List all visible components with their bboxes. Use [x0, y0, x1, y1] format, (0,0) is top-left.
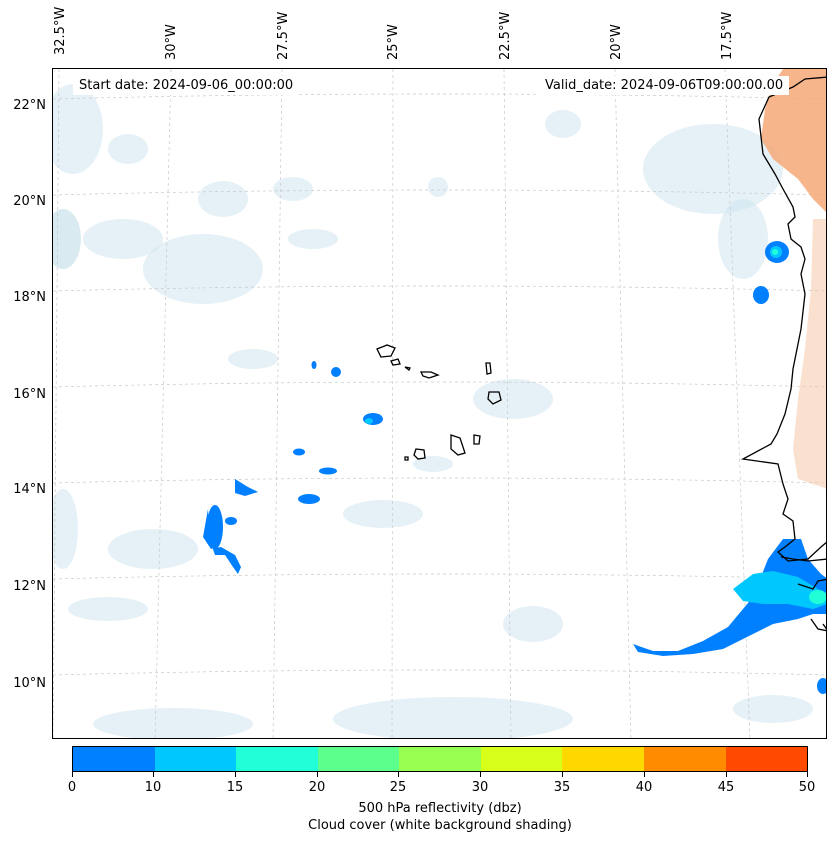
colorbar-tick-50	[807, 772, 808, 777]
colorbar-tick-label-50: 50	[798, 780, 816, 795]
map-canvas	[53, 69, 826, 738]
colorbar-tick-label-20: 20	[308, 780, 326, 795]
colorbar-tick-label-0: 0	[67, 780, 77, 795]
colorbar-tick-label-45: 45	[717, 780, 735, 795]
colorbar-sublabel: Cloud cover (white background shading)	[308, 818, 572, 833]
colorbar-tick-label-35: 35	[553, 780, 571, 795]
colorbar-segment-10-15	[154, 747, 237, 771]
colorbar-tick-0	[72, 772, 73, 777]
colorbar-tick-45	[726, 772, 727, 777]
lon-label-22-5w: 22.5°W	[498, 11, 513, 60]
guinea-bissau-coast	[797, 578, 826, 590]
cabo-verde-santa-luzia	[404, 366, 411, 371]
lat-label-18n: 18°N	[13, 290, 46, 305]
reflectivity-layer	[203, 241, 826, 694]
lon-label-30w: 30°W	[164, 24, 179, 60]
cabo-verde-boa-vista	[487, 391, 502, 405]
cabo-verde-brava	[404, 456, 409, 461]
colorbar-tick-40	[644, 772, 645, 777]
colorbar-tick-label-30: 30	[471, 780, 489, 795]
colorbar-tick-30	[480, 772, 481, 777]
colorbar-segment-40-45	[643, 747, 726, 771]
cloud-cover-layer	[53, 84, 813, 738]
colorbar	[72, 746, 808, 772]
map-panel[interactable]	[52, 68, 827, 739]
lon-label-32-5w: 32.5°W	[53, 6, 68, 55]
colorbar-segment-45-50	[725, 747, 808, 771]
lon-label-17-5w: 17.5°W	[720, 11, 735, 60]
colorbar-tick-label-10: 10	[144, 780, 162, 795]
africa-coastline	[740, 76, 826, 562]
colorbar-tick-35	[562, 772, 563, 777]
colorbar-label: 500 hPa reflectivity (dbz)	[358, 801, 522, 816]
cabo-verde-sal	[485, 362, 492, 375]
colorbar-tick-15	[235, 772, 236, 777]
cabo-verde-santiago	[450, 434, 466, 456]
cabo-verde-fogo	[413, 448, 426, 460]
lon-label-25w: 25°W	[386, 24, 401, 60]
cabo-verde-maio	[473, 434, 481, 445]
valid-date-label: Valid_date: 2024-09-06T09:00:00.00	[539, 76, 790, 95]
lat-label-16n: 16°N	[13, 387, 46, 402]
land-warm-shading-south	[793, 219, 826, 489]
cabo-verde-santo-antao	[376, 344, 396, 358]
cabo-verde-sao-nicolau	[419, 371, 440, 379]
lat-label-22n: 22°N	[13, 98, 46, 113]
colorbar-segment-35-40	[562, 747, 644, 771]
lon-label-27-5w: 27.5°W	[276, 11, 291, 60]
bijagos-coast	[810, 618, 826, 632]
colorbar-segment-0-10	[73, 747, 155, 771]
colorbar-segment-20-25	[317, 747, 400, 771]
lon-label-20w: 20°W	[609, 24, 624, 60]
land-warm-shading	[761, 69, 826, 212]
senegal-gambia-border	[780, 556, 826, 562]
colorbar-tick-25	[398, 772, 399, 777]
lat-label-20n: 20°N	[13, 194, 46, 209]
start-date-label: Start date: 2024-09-06_00:00:00	[73, 76, 300, 95]
colorbar-tick-label-40: 40	[635, 780, 653, 795]
lat-label-10n: 10°N	[13, 676, 46, 691]
colorbar-tick-20	[317, 772, 318, 777]
lat-label-12n: 12°N	[13, 579, 46, 594]
colorbar-tick-label-15: 15	[226, 780, 244, 795]
lat-label-14n: 14°N	[13, 482, 46, 497]
colorbar-segment-15-20	[236, 747, 318, 771]
colorbar-tick-label-25: 25	[389, 780, 407, 795]
cabo-verde-sao-vicente	[390, 358, 401, 366]
colorbar-segment-25-30	[399, 747, 481, 771]
coastline-layer	[376, 76, 826, 632]
colorbar-segment-30-35	[480, 747, 563, 771]
colorbar-tick-10	[153, 772, 154, 777]
